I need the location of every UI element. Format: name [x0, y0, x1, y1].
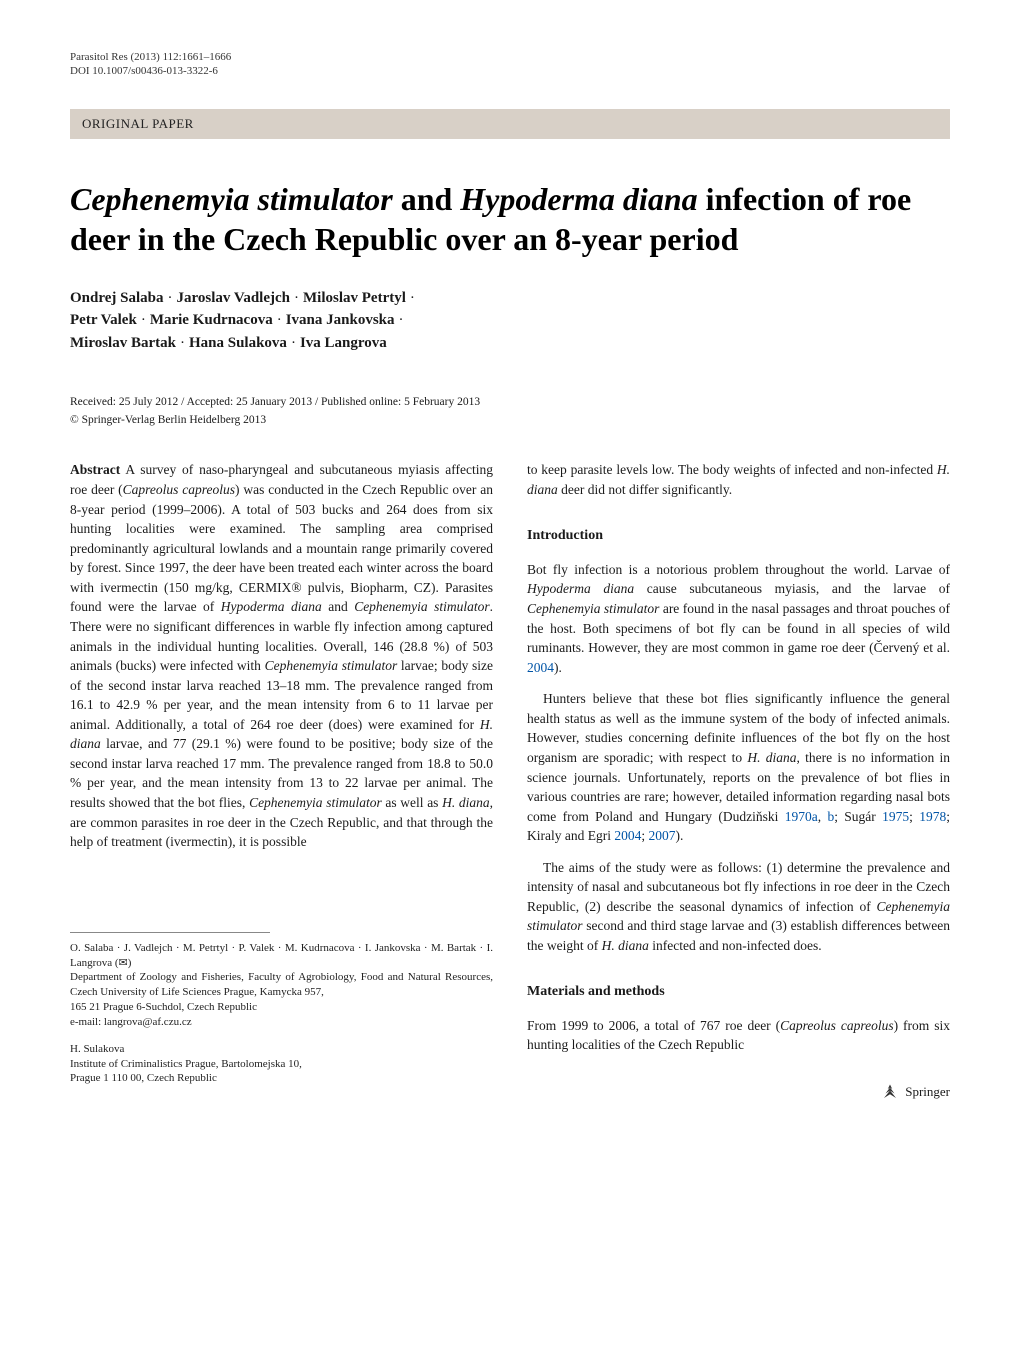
right-column: to keep parasite levels low. The body we… — [527, 460, 950, 1101]
methods-p1: From 1999 to 2006, a total of 767 roe de… — [527, 1016, 950, 1055]
publisher-name: Springer — [905, 1083, 950, 1102]
affil-dept: Department of Zoology and Fisheries, Fac… — [70, 970, 493, 1000]
copyright-line: © Springer-Verlag Berlin Heidelberg 2013 — [70, 412, 950, 428]
affiliations: O. Salaba · J. Vadlejch · M. Petrtyl · P… — [70, 932, 493, 1087]
citation-year: 2007 — [649, 828, 676, 843]
intro-p2: Hunters believe that these bot flies sig… — [527, 689, 950, 846]
section-heading-methods: Materials and methods — [527, 982, 950, 1002]
publication-dates: Received: 25 July 2012 / Accepted: 25 Ja… — [70, 394, 950, 410]
citation-year: 1970a — [785, 809, 818, 824]
author: Ondrej Salaba — [70, 290, 164, 306]
paper-type-banner: ORIGINAL PAPER — [70, 109, 950, 139]
author: Iva Langrova — [300, 335, 387, 351]
author-list: Ondrej Salaba·Jaroslav Vadlejch·Miloslav… — [70, 287, 950, 355]
affiliation-group-1: O. Salaba · J. Vadlejch · M. Petrtyl · P… — [70, 941, 493, 1030]
journal-reference: Parasitol Res (2013) 112:1661–1666 — [70, 50, 950, 64]
affil-names: H. Sulakova — [70, 1042, 493, 1057]
citation-year: 1975 — [882, 809, 909, 824]
author: Hana Sulakova — [189, 335, 287, 351]
citation-year: 2004 — [614, 828, 641, 843]
doi: DOI 10.1007/s00436-013-3322-6 — [70, 64, 950, 78]
author: Ivana Jankovska — [286, 312, 395, 328]
author: Petr Valek — [70, 312, 137, 328]
body-columns: Abstract A survey of naso-pharyngeal and… — [70, 460, 950, 1101]
publisher-footer: Springer — [527, 1083, 950, 1102]
citation-year: 2004 — [527, 660, 554, 675]
affil-address: Prague 1 110 00, Czech Republic — [70, 1071, 493, 1086]
intro-p1: Bot fly infection is a notorious problem… — [527, 560, 950, 677]
paper-title: Cephenemyia stimulator and Hypoderma dia… — [70, 179, 950, 259]
affiliation-rule — [70, 932, 270, 933]
citation-year: 1978 — [919, 809, 946, 824]
section-heading-introduction: Introduction — [527, 526, 950, 546]
author: Miroslav Bartak — [70, 335, 176, 351]
affil-names: O. Salaba · J. Vadlejch · M. Petrtyl · P… — [70, 941, 493, 971]
title-species-1: Cephenemyia stimulator — [70, 181, 393, 217]
abstract-continuation: to keep parasite levels low. The body we… — [527, 460, 950, 499]
affil-email: e-mail: langrova@af.czu.cz — [70, 1015, 493, 1030]
title-text-1: and — [393, 181, 461, 217]
affil-address: 165 21 Prague 6-Suchdol, Czech Republic — [70, 1000, 493, 1015]
abstract-label: Abstract — [70, 462, 120, 477]
title-species-2: Hypoderma diana — [460, 181, 697, 217]
author: Marie Kudrnacova — [150, 312, 273, 328]
affil-dept: Institute of Criminalistics Prague, Bart… — [70, 1057, 493, 1072]
author: Jaroslav Vadlejch — [177, 290, 291, 306]
left-column: Abstract A survey of naso-pharyngeal and… — [70, 460, 493, 1101]
journal-header: Parasitol Res (2013) 112:1661–1666 DOI 1… — [70, 50, 950, 79]
affiliation-group-2: H. Sulakova Institute of Criminalistics … — [70, 1042, 493, 1087]
author: Miloslav Petrtyl — [303, 290, 406, 306]
abstract-paragraph: Abstract A survey of naso-pharyngeal and… — [70, 460, 493, 851]
springer-icon — [881, 1083, 899, 1101]
intro-p3: The aims of the study were as follows: (… — [527, 858, 950, 956]
